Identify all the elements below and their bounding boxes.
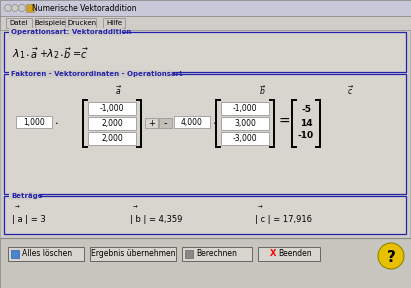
Text: $\rightarrow$: $\rightarrow$ <box>131 202 139 210</box>
Bar <box>221 117 269 130</box>
Text: 2,000: 2,000 <box>101 134 123 143</box>
Bar <box>6 18 32 28</box>
Bar <box>35 18 65 28</box>
Bar <box>9 28 123 36</box>
Text: 2,000: 2,000 <box>101 119 123 128</box>
Text: Datei: Datei <box>10 20 28 26</box>
Text: =: = <box>278 115 290 129</box>
Text: $\rightarrow$: $\rightarrow$ <box>256 202 263 210</box>
Text: $\lambda_2$: $\lambda_2$ <box>46 47 59 61</box>
Text: a: a <box>115 88 120 96</box>
Circle shape <box>378 243 404 269</box>
Bar <box>159 118 172 128</box>
Text: ?: ? <box>387 249 395 264</box>
Text: | a | = 3: | a | = 3 <box>12 215 46 223</box>
Text: $\cdot$: $\cdot$ <box>59 49 63 59</box>
Text: X: X <box>270 249 277 259</box>
Text: -: - <box>164 118 167 128</box>
Text: | c | = 17,916: | c | = 17,916 <box>255 215 312 223</box>
Text: 1,000: 1,000 <box>23 118 45 126</box>
Bar <box>185 250 193 258</box>
Text: $\rightarrow$: $\rightarrow$ <box>346 82 354 90</box>
Text: 14: 14 <box>300 118 312 128</box>
Circle shape <box>12 5 18 12</box>
Bar <box>8 247 84 261</box>
Bar <box>90 247 176 261</box>
Text: b: b <box>260 88 264 96</box>
Text: Hilfe: Hilfe <box>106 20 122 26</box>
Text: Drucken: Drucken <box>67 20 97 26</box>
Bar <box>259 248 321 262</box>
Text: $\cdot$: $\cdot$ <box>212 117 216 127</box>
Bar <box>221 102 269 115</box>
Text: 3,000: 3,000 <box>234 119 256 128</box>
Text: -10: -10 <box>298 132 314 141</box>
Text: Beenden: Beenden <box>278 249 312 259</box>
Text: 4,000: 4,000 <box>181 118 203 126</box>
Bar <box>174 116 210 128</box>
Text: $\rightarrow$: $\rightarrow$ <box>30 46 39 52</box>
Text: $\rightarrow$: $\rightarrow$ <box>258 82 266 90</box>
Bar <box>9 248 85 262</box>
Text: $\cdot$: $\cdot$ <box>54 117 58 127</box>
Bar <box>103 18 125 28</box>
Text: $\cdot$: $\cdot$ <box>25 49 29 59</box>
Bar <box>182 247 252 261</box>
Bar <box>88 132 136 145</box>
Bar <box>183 248 253 262</box>
Text: +: + <box>148 118 155 128</box>
Bar <box>0 0 411 16</box>
Bar <box>221 132 269 145</box>
Bar <box>0 238 411 288</box>
Bar <box>88 102 136 115</box>
Text: a: a <box>31 50 37 60</box>
Text: $\rightarrow$: $\rightarrow$ <box>80 46 89 52</box>
Bar <box>4 74 406 194</box>
Text: | b | = 4,359: | b | = 4,359 <box>130 215 182 223</box>
Text: c: c <box>81 50 86 60</box>
Circle shape <box>18 5 25 12</box>
Text: +: + <box>39 49 47 59</box>
Text: $\rightarrow$: $\rightarrow$ <box>63 46 72 52</box>
Bar <box>9 70 173 78</box>
Bar <box>258 247 320 261</box>
Text: -1,000: -1,000 <box>233 104 257 113</box>
Bar <box>68 18 96 28</box>
Text: Beträge: Beträge <box>11 193 42 199</box>
Bar <box>16 116 52 128</box>
Text: $\rightarrow$: $\rightarrow$ <box>114 82 122 90</box>
Text: -1,000: -1,000 <box>100 104 124 113</box>
Text: Numerische Vektoraddition: Numerische Vektoraddition <box>32 4 136 13</box>
Bar <box>11 250 19 258</box>
Text: Faktoren - Vektorordinaten - Operationsart: Faktoren - Vektorordinaten - Operationsa… <box>11 71 182 77</box>
Bar <box>4 32 406 72</box>
Text: =: = <box>73 49 81 59</box>
Text: -5: -5 <box>301 105 311 115</box>
Bar <box>91 248 177 262</box>
Bar <box>9 192 39 200</box>
Text: $\lambda_1$: $\lambda_1$ <box>12 47 25 61</box>
Bar <box>88 117 136 130</box>
Text: Alles löschen: Alles löschen <box>22 249 72 259</box>
Bar <box>4 196 406 234</box>
Text: c: c <box>348 88 352 96</box>
Text: Operationsart: Vektoraddition: Operationsart: Vektoraddition <box>11 29 131 35</box>
Text: Berechnen: Berechnen <box>196 249 237 259</box>
Bar <box>0 16 411 30</box>
Bar <box>145 118 158 128</box>
Bar <box>26 4 34 12</box>
Text: Ergebnis übernehmen: Ergebnis übernehmen <box>91 249 175 259</box>
Circle shape <box>5 5 12 12</box>
Text: Beispiele: Beispiele <box>34 20 66 26</box>
Text: b: b <box>64 50 70 60</box>
Text: $\rightarrow$: $\rightarrow$ <box>13 202 21 210</box>
Text: -3,000: -3,000 <box>233 134 257 143</box>
